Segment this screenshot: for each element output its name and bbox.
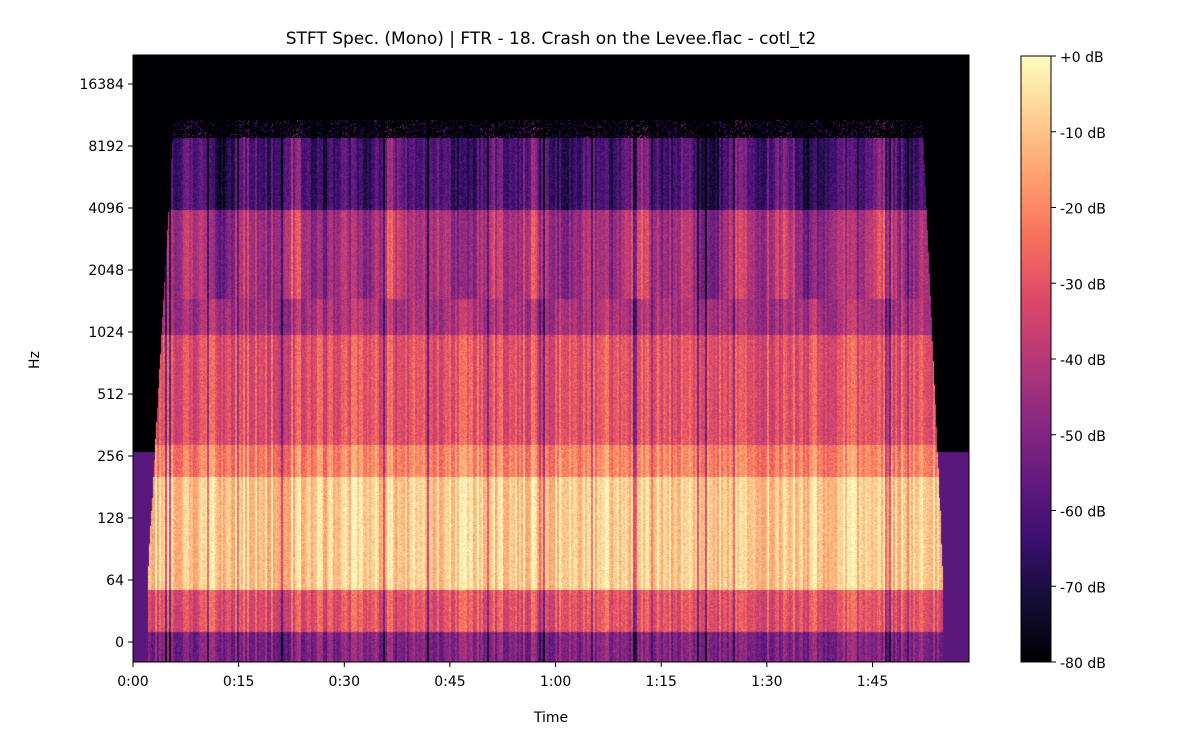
colorbar-tick-label: -10 dB	[1060, 126, 1106, 142]
y-tick-label: 512	[97, 387, 124, 403]
spectrogram-heatmap	[133, 55, 969, 662]
colorbar-tick-label: -50 dB	[1060, 429, 1106, 445]
colorbar-tick-label: -80 dB	[1060, 656, 1106, 672]
x-tick-label: 0:15	[223, 674, 254, 690]
y-tick-label: 16384	[79, 77, 124, 93]
x-tick-label: 0:45	[434, 674, 465, 690]
plot-frame	[132, 54, 970, 663]
colorbar-tick-label: -70 dB	[1060, 580, 1106, 596]
colorbar-tick-label: +0 dB	[1060, 50, 1104, 66]
x-axis-label: Time	[533, 710, 568, 726]
y-tick-label: 64	[106, 573, 124, 589]
chart-title: STFT Spec. (Mono) | FTR - 18. Crash on t…	[286, 29, 816, 49]
colorbar-frame	[1020, 55, 1052, 663]
y-axis-label: Hz	[27, 351, 43, 369]
y-tick-label: 2048	[88, 263, 124, 279]
colorbar-tick-label: -60 dB	[1060, 505, 1106, 521]
colorbar-tick-label: -30 dB	[1060, 277, 1106, 293]
y-tick-label: 256	[97, 449, 124, 465]
y-tick-label: 128	[97, 511, 124, 527]
colorbar-gradient	[1021, 56, 1051, 662]
y-tick-label: 0	[115, 635, 124, 651]
colorbar-tick-label: -20 dB	[1060, 202, 1106, 218]
x-tick-label: 0:30	[329, 674, 360, 690]
y-tick-label: 8192	[88, 139, 124, 155]
x-tick-label: 1:15	[645, 674, 676, 690]
x-tick-label: 0:00	[117, 674, 148, 690]
colorbar-tick-label: -40 dB	[1060, 353, 1106, 369]
x-tick-label: 1:45	[857, 674, 888, 690]
y-tick-label: 1024	[88, 325, 124, 341]
x-tick-label: 1:30	[751, 674, 782, 690]
y-tick-label: 4096	[88, 201, 124, 217]
x-tick-label: 1:00	[540, 674, 571, 690]
